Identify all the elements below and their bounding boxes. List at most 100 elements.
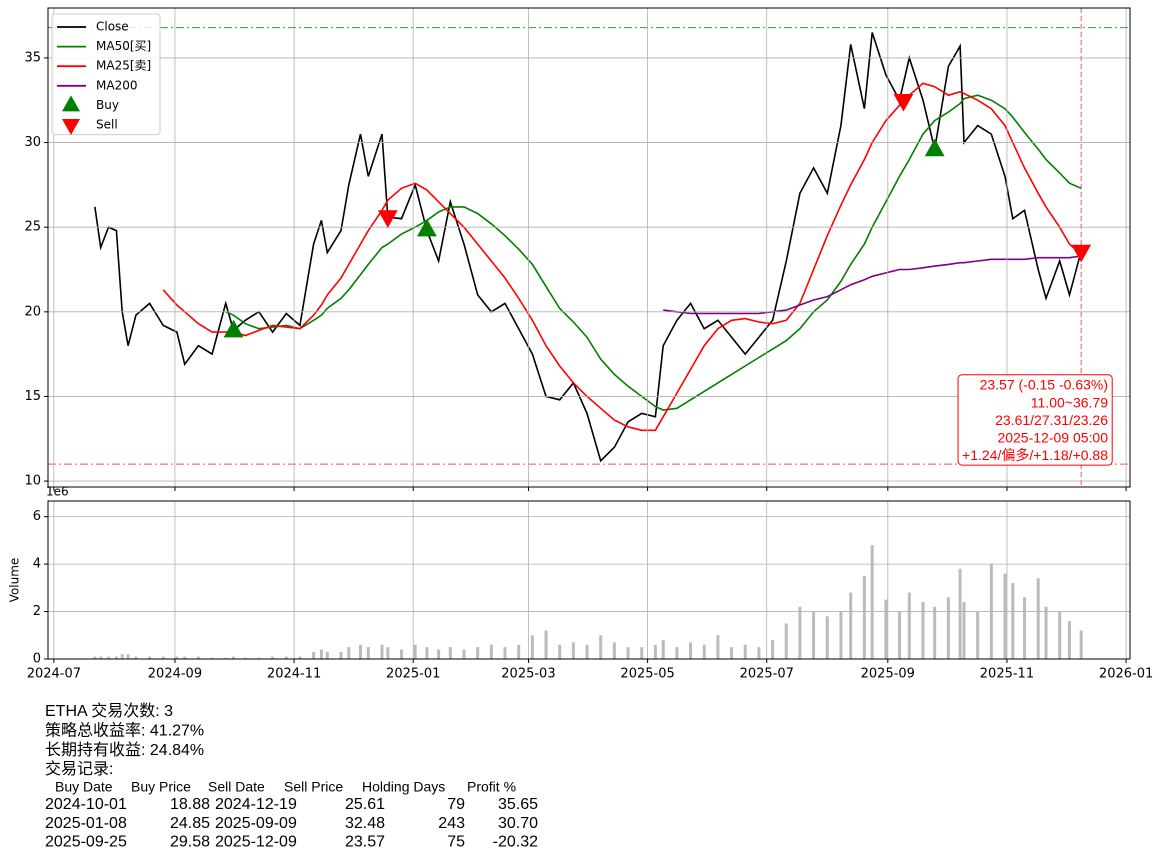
volume-bar xyxy=(585,644,589,659)
table-cell: -20.32 xyxy=(493,834,538,851)
x-tick-label: 2025-05 xyxy=(620,667,674,682)
volume-bar xyxy=(489,644,493,659)
volume-bar xyxy=(1036,578,1040,659)
legend-swatch xyxy=(62,95,80,112)
table-cell: 2025-09-25 xyxy=(45,834,127,851)
table-cell: 2025-09-09 xyxy=(215,815,297,832)
report-line: 交易记录: xyxy=(45,760,113,778)
trade-marker xyxy=(924,138,945,157)
volume-bar xyxy=(653,644,657,659)
volume-bar xyxy=(224,657,228,659)
plot-area xyxy=(93,545,1083,659)
table-cell: 24.85 xyxy=(170,815,210,832)
volume-bar xyxy=(898,611,902,659)
y-tick-label: 25 xyxy=(24,220,41,235)
volume-bar xyxy=(933,606,937,659)
volume-bar xyxy=(196,656,200,659)
volume-bar xyxy=(962,602,966,659)
volume-bar xyxy=(946,597,950,659)
volume-bar xyxy=(1011,583,1015,659)
report-line: 策略总收益率: 41.27% xyxy=(45,722,204,740)
volume-bar xyxy=(366,647,370,659)
table-cell: 35.65 xyxy=(498,796,538,813)
volume-bar xyxy=(862,575,866,659)
y-tick-label: 0 xyxy=(33,652,41,667)
volume-bar xyxy=(339,651,343,659)
x-tick-label: 2024-07 xyxy=(27,667,81,682)
table-cell: 18.88 xyxy=(170,796,210,813)
report-line: ETHA 交易次数: 3 xyxy=(45,702,173,720)
volume-bar xyxy=(386,647,390,659)
volume-bar xyxy=(702,644,706,659)
volume-bar xyxy=(517,644,521,659)
annotation-line: 23.61/27.31/23.26 xyxy=(995,412,1108,428)
volume-bar xyxy=(689,642,693,659)
volume-bar xyxy=(257,657,261,659)
y-tick-label: 2 xyxy=(33,604,41,619)
legend: Close MA50[买] MA25[卖] MA200 Buy Sell xyxy=(51,13,161,136)
table-header: Sell Price xyxy=(284,779,343,795)
volume-bar xyxy=(1003,573,1007,659)
x-tick-label: 2025-03 xyxy=(501,667,555,682)
volume-bar xyxy=(312,651,316,659)
annotation-line: +1.24/偏多/+1.18/+0.88 xyxy=(962,447,1108,463)
volume-bar xyxy=(284,656,288,659)
volume-bar xyxy=(599,635,603,659)
volume-bar xyxy=(413,644,417,659)
report-line: 长期持有收益: 24.84% xyxy=(45,741,204,759)
volume-bar xyxy=(134,656,138,659)
table-cell: 30.70 xyxy=(498,815,538,832)
volume-bar xyxy=(907,592,911,659)
volume-bar xyxy=(107,656,111,659)
trade-marker xyxy=(1071,244,1092,263)
legend-frame xyxy=(51,13,161,136)
axes-frame xyxy=(47,7,1131,488)
volume-bar xyxy=(476,647,480,659)
volume-bar xyxy=(530,635,534,659)
x-tick-label: 2025-09 xyxy=(861,667,915,682)
y-tick-label: 15 xyxy=(24,389,41,404)
volume-bar xyxy=(93,656,97,659)
table-cell: 2025-12-09 xyxy=(215,834,297,851)
x-tick-label: 2024-09 xyxy=(148,667,202,682)
volume-bar xyxy=(271,656,275,659)
trade-marker xyxy=(416,218,437,237)
volume-bar xyxy=(1079,630,1083,659)
x-tick-label: 2025-07 xyxy=(740,667,794,682)
volume-bar xyxy=(347,647,351,659)
table-header: Profit % xyxy=(467,779,516,795)
offset-label: 1e6 xyxy=(46,485,69,499)
trade-marker xyxy=(893,93,914,112)
volume-bar xyxy=(784,623,788,659)
table-cell: 79 xyxy=(447,796,465,813)
volume-bar xyxy=(99,656,103,659)
table-cell: 2024-12-19 xyxy=(215,796,297,813)
volume-bar xyxy=(448,647,452,659)
volume-bar xyxy=(298,656,302,659)
table-header: Holding Days xyxy=(362,779,445,795)
table-cell: 2025-01-08 xyxy=(45,815,127,832)
volume-bar xyxy=(716,635,720,659)
annotation: 23.57 (-0.15 -0.63%)11.00~36.79 23.61/27.… xyxy=(957,374,1113,466)
legend-label: Sell xyxy=(96,118,118,132)
x-tick-label: 2025-01 xyxy=(386,667,440,682)
table-cell: 75 xyxy=(447,834,465,851)
annotation-frame xyxy=(957,374,1113,466)
volume-bar xyxy=(839,611,843,659)
x-tick-label: 2024-11 xyxy=(267,667,321,682)
volume-bar xyxy=(437,649,441,659)
y-tick-label: 30 xyxy=(24,135,41,150)
axes-frame xyxy=(47,500,1131,660)
volume-bar xyxy=(757,647,761,659)
volume-bar xyxy=(161,656,165,659)
series-line xyxy=(225,94,1082,411)
volume-bar xyxy=(849,592,853,659)
trade-marker xyxy=(223,319,244,338)
volume-bar xyxy=(771,640,775,659)
volume-bar xyxy=(503,647,507,659)
y-axis-label: Volume xyxy=(8,558,22,603)
volume-bar xyxy=(825,616,829,659)
volume-bar xyxy=(210,657,214,659)
volume-bar xyxy=(640,647,644,659)
table-header: Buy Date xyxy=(55,779,113,795)
